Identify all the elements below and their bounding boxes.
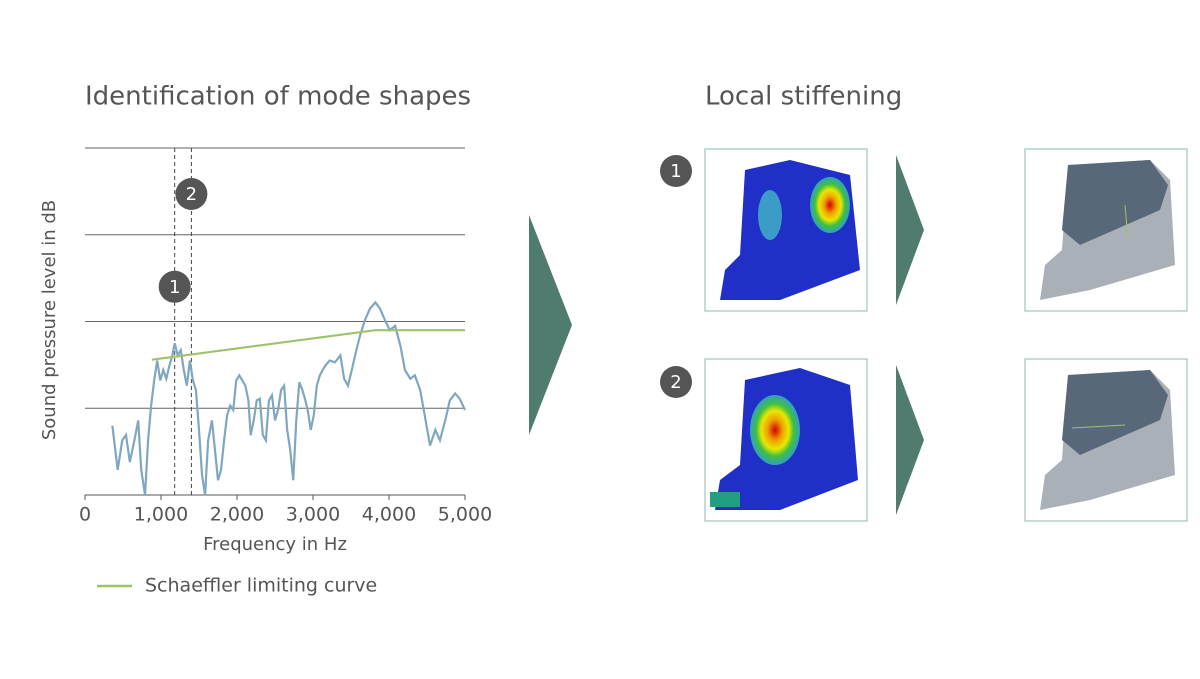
badge — [660, 155, 692, 187]
fe-hotspot — [750, 395, 800, 465]
arrow — [896, 365, 924, 515]
x-tick-label: 5,000 — [438, 504, 492, 526]
stiffening-row: 1 — [660, 148, 1188, 312]
badge-label: 2 — [670, 372, 681, 393]
y-axis-label: Sound pressure level in dB — [39, 200, 60, 440]
data-line — [151, 329, 465, 361]
annotation-badge — [175, 177, 208, 210]
x-tick-label: 4,000 — [362, 504, 416, 526]
rib — [1124, 204, 1129, 241]
badge — [660, 366, 692, 398]
data-line — [111, 300, 466, 496]
x-tick-label: 2,000 — [210, 504, 264, 526]
annotation-label: 1 — [169, 277, 180, 298]
chart-title: Identification of mode shapes — [85, 82, 471, 112]
badge-label: 1 — [670, 161, 681, 182]
annotation-badge — [158, 270, 191, 303]
x-tick-label: 1,000 — [134, 504, 188, 526]
x-tick-label: 3,000 — [286, 504, 340, 526]
fe-hotspot — [810, 177, 850, 233]
cad-cover — [1062, 370, 1168, 455]
fe-region — [758, 190, 782, 240]
x-axis-label: Frequency in Hz — [203, 534, 347, 555]
arrow — [529, 215, 572, 435]
cad-cover — [1062, 160, 1168, 245]
section-title: Local stiffening — [705, 82, 902, 112]
annotation-label: 2 — [186, 184, 197, 205]
fe-region — [710, 492, 740, 507]
stiffening-row: 2 — [660, 358, 1188, 522]
x-tick-label: 0 — [79, 504, 91, 526]
rib — [1071, 424, 1126, 429]
legend-label: Schaeffler limiting curve — [145, 575, 377, 597]
arrow — [896, 155, 924, 305]
